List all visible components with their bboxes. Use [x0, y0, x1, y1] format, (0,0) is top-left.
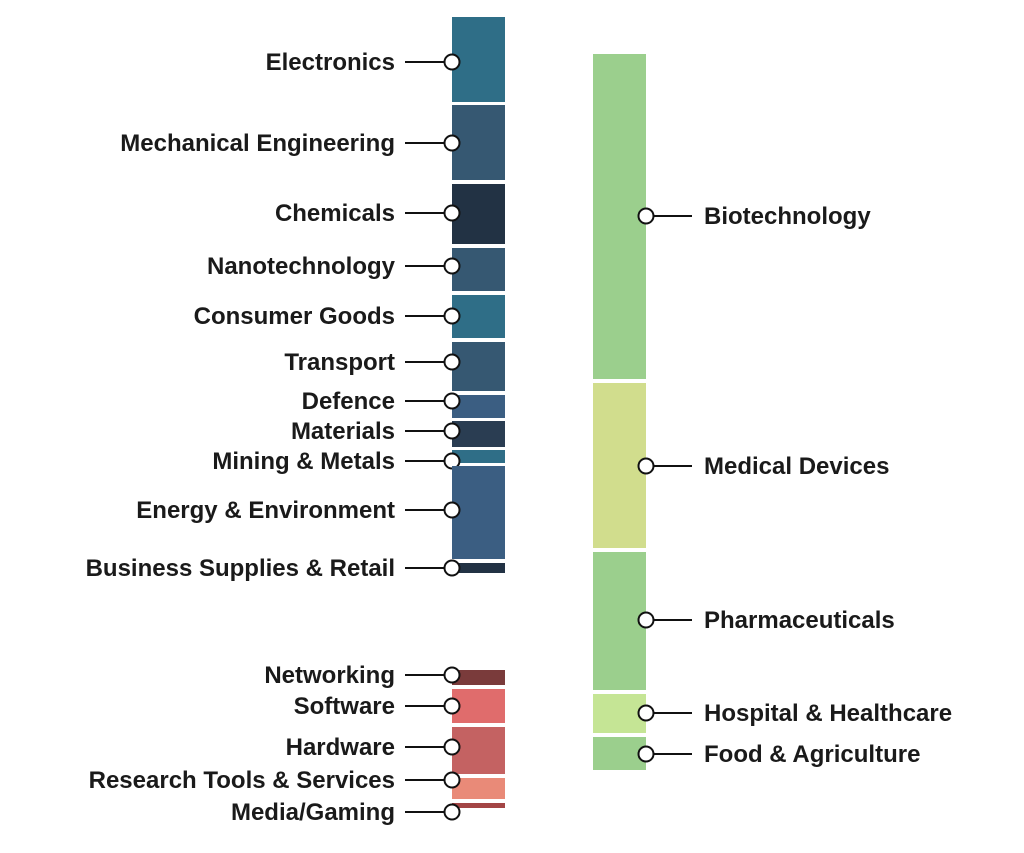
label-energy-and-environment: Energy & Environment: [136, 497, 395, 524]
marker-circle-media-gaming: [443, 803, 461, 821]
left-sector-column: Electronics Mechanical Engineering Chemica…: [86, 17, 505, 826]
marker-circle-business-supplies-and-retail: [443, 559, 461, 577]
segment-consumer-goods: [452, 295, 505, 338]
segment-pharmaceuticals: [593, 552, 646, 690]
label-networking: Networking: [264, 662, 395, 689]
segment-software: [452, 689, 505, 723]
segment-medical-devices: [593, 383, 646, 548]
marker-circle-hardware: [443, 738, 461, 756]
label-pharmaceuticals: Pharmaceuticals: [704, 607, 895, 634]
segment-hardware: [452, 727, 505, 774]
label-materials: Materials: [291, 418, 395, 445]
label-transport: Transport: [284, 349, 395, 376]
segment-materials: [452, 421, 505, 447]
segment-research-tools-and-services: [452, 778, 505, 799]
segment-energy-and-environment: [452, 466, 505, 559]
marker-circle-nanotechnology: [443, 257, 461, 275]
marker-circle-biotechnology: [637, 207, 655, 225]
marker-circle-electronics: [443, 53, 461, 71]
label-biotechnology: Biotechnology: [704, 203, 871, 230]
segment-mining-and-metals: [452, 450, 505, 463]
marker-circle-transport: [443, 353, 461, 371]
label-consumer-goods: Consumer Goods: [194, 303, 395, 330]
label-business-supplies-and-retail: Business Supplies & Retail: [86, 555, 395, 582]
marker-circle-defence: [443, 392, 461, 410]
label-hardware: Hardware: [286, 734, 395, 761]
label-media-gaming: Media/Gaming: [231, 799, 395, 826]
label-mining-and-metals: Mining & Metals: [212, 448, 395, 475]
marker-circle-pharmaceuticals: [637, 611, 655, 629]
segment-nanotechnology: [452, 248, 505, 291]
label-chemicals: Chemicals: [275, 200, 395, 227]
marker-circle-chemicals: [443, 204, 461, 222]
label-nanotechnology: Nanotechnology: [207, 253, 396, 280]
label-food-and-agriculture: Food & Agriculture: [704, 741, 920, 768]
marker-circle-hospital-and-healthcare: [637, 704, 655, 722]
marker-circle-mechanical-engineering: [443, 134, 461, 152]
segment-business-supplies-and-retail: [452, 563, 505, 573]
label-mechanical-engineering: Mechanical Engineering: [120, 130, 395, 157]
segment-networking: [452, 670, 505, 685]
label-defence: Defence: [302, 388, 395, 415]
marker-circle-research-tools-and-services: [443, 771, 461, 789]
label-software: Software: [294, 693, 395, 720]
marker-circle-food-and-agriculture: [637, 745, 655, 763]
marker-circle-medical-devices: [637, 457, 655, 475]
marker-circle-energy-and-environment: [443, 501, 461, 519]
marker-circle-consumer-goods: [443, 307, 461, 325]
segment-chemicals: [452, 184, 505, 244]
label-research-tools-and-services: Research Tools & Services: [89, 767, 395, 794]
marker-circle-materials: [443, 422, 461, 440]
segment-transport: [452, 342, 505, 391]
segment-media-gaming: [452, 803, 505, 808]
right-sector-column: Biotechnology Medical Devices Pharmaceutic…: [593, 54, 952, 770]
segment-mechanical-engineering: [452, 105, 505, 180]
segment-food-and-agriculture: [593, 737, 646, 770]
marker-circle-software: [443, 697, 461, 715]
marker-circle-networking: [443, 666, 461, 684]
segment-electronics: [452, 17, 505, 102]
segment-defence: [452, 395, 505, 418]
label-electronics: Electronics: [266, 49, 395, 76]
segment-hospital-and-healthcare: [593, 694, 646, 733]
label-medical-devices: Medical Devices: [704, 453, 889, 480]
label-hospital-and-healthcare: Hospital & Healthcare: [704, 700, 952, 727]
segment-biotechnology: [593, 54, 646, 379]
